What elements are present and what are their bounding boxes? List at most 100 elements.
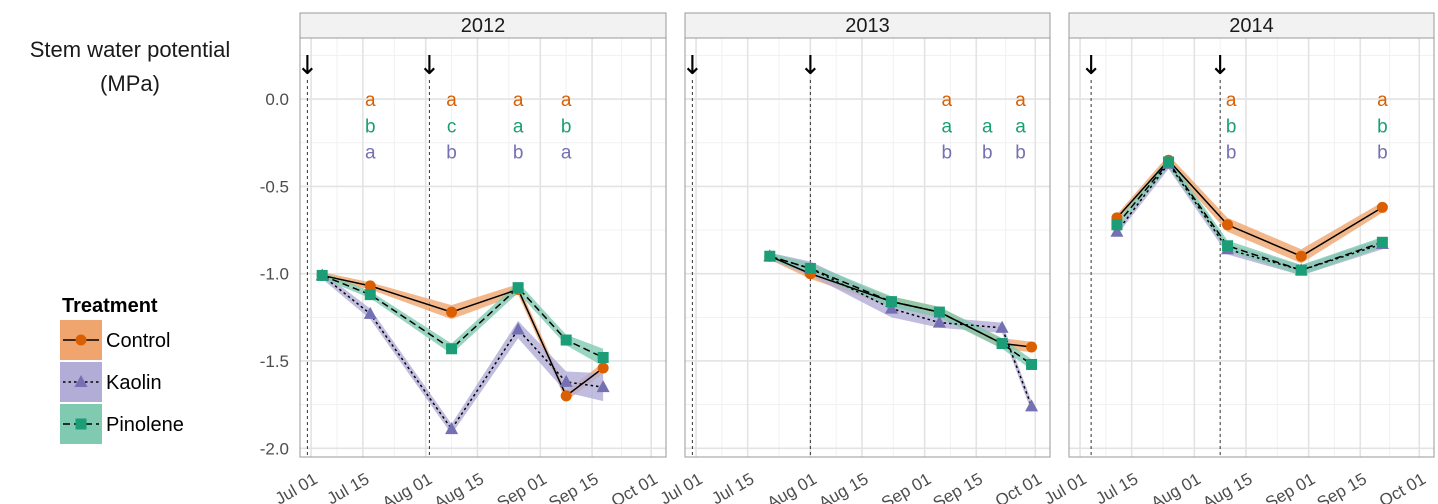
data-point-pinolene — [764, 250, 776, 262]
data-point-pinolene — [597, 351, 609, 363]
facet-strip-label: 2013 — [845, 15, 890, 37]
data-point-pinolene — [1111, 219, 1123, 231]
x-tick-label: Jul 15 — [324, 469, 373, 504]
legend-marker-kaolin — [74, 375, 88, 387]
data-point-kaolin — [511, 322, 525, 335]
significance-letter: b — [1226, 142, 1237, 163]
data-point-kaolin — [884, 301, 898, 314]
down-arrow-icon: ↓ — [1209, 51, 1231, 81]
significance-letter: a — [446, 90, 457, 111]
x-tick-label: Oct 01 — [992, 469, 1045, 504]
panel-border — [1068, 37, 1435, 458]
data-point-pinolene — [1376, 236, 1388, 248]
data-point-pinolene — [316, 269, 328, 281]
significance-letter: a — [941, 90, 952, 111]
significance-letter: a — [982, 116, 993, 137]
legend-label-kaolin: Kaolin — [106, 372, 162, 394]
legend-label-pinolene: Pinolene — [106, 414, 184, 436]
x-tick-label: Aug 01 — [379, 469, 435, 504]
x-tick-label: Sep 15 — [546, 469, 602, 504]
series-line-pinolene — [1116, 160, 1383, 271]
x-tick-label: Oct 01 — [608, 469, 661, 504]
down-arrow-icon: ↓ — [681, 51, 703, 81]
significance-letter: a — [1015, 116, 1026, 137]
panel-border — [684, 37, 1051, 458]
x-tick-label: Jul 01 — [1041, 469, 1090, 504]
legend: Treatment Control Kaolin Pinolene — [60, 295, 184, 444]
x-tick-label: Jul 15 — [709, 469, 758, 504]
significance-letter: a — [513, 116, 524, 137]
significance-letter: a — [1377, 90, 1388, 111]
data-point-control — [446, 306, 458, 318]
data-point-pinolene — [1295, 264, 1307, 276]
data-point-pinolene — [446, 343, 458, 355]
facet-strip — [684, 12, 1051, 39]
data-point-control — [364, 280, 376, 292]
facet-strip-label: 2014 — [1229, 15, 1274, 37]
data-point-pinolene — [560, 334, 572, 346]
data-point-kaolin — [1110, 224, 1124, 237]
down-arrow-icon: ↓ — [799, 51, 821, 81]
data-point-pinolene — [512, 282, 524, 294]
significance-letter: a — [513, 90, 524, 111]
down-arrow-icon: ↓ — [296, 51, 318, 81]
x-tick-label: Aug 15 — [815, 469, 871, 504]
series-line-kaolin — [321, 274, 604, 431]
significance-letter: c — [447, 116, 457, 137]
data-point-pinolene — [933, 306, 945, 318]
data-point-control — [597, 362, 609, 374]
x-tick-label: Sep 15 — [1314, 469, 1370, 504]
significance-letter: a — [365, 142, 376, 163]
y-tick-label: -1.0 — [260, 265, 289, 284]
significance-letter: b — [941, 142, 952, 163]
data-point-pinolene — [1222, 240, 1234, 252]
legend-title: Treatment — [62, 295, 158, 317]
data-point-control — [1295, 250, 1307, 262]
data-point-kaolin — [1025, 399, 1039, 412]
x-tick-label: Jul 15 — [1093, 469, 1142, 504]
significance-letter: b — [1377, 142, 1388, 163]
data-point-pinolene — [996, 338, 1008, 350]
data-point-pinolene — [364, 289, 376, 301]
x-tick-label: Sep 15 — [930, 469, 986, 504]
panel-background — [300, 38, 666, 457]
down-arrow-icon: ↓ — [1080, 51, 1102, 81]
significance-letter: b — [513, 142, 524, 163]
y-tick-label: -1.5 — [260, 352, 289, 371]
data-point-pinolene — [885, 296, 897, 308]
x-tick-label: Aug 01 — [764, 469, 820, 504]
data-point-kaolin — [995, 320, 1009, 333]
legend-marker-pinolene — [75, 418, 87, 430]
y-tick-label: 0.0 — [265, 90, 289, 109]
data-point-kaolin — [932, 315, 946, 328]
x-tick-label: Oct 01 — [1376, 469, 1429, 504]
y-tick-label: -2.0 — [260, 439, 289, 458]
facet-strip — [299, 12, 667, 39]
y-tick-label: -0.5 — [260, 177, 289, 196]
x-tick-label: Sep 01 — [878, 469, 934, 504]
significance-letter: a — [1015, 90, 1026, 111]
data-point-control — [560, 390, 572, 402]
confidence-band-pinolene — [322, 271, 604, 367]
x-tick-label: Sep 01 — [1262, 469, 1318, 504]
data-point-control — [1222, 219, 1234, 231]
data-point-control — [1376, 201, 1388, 213]
x-tick-label: Jul 01 — [272, 469, 321, 504]
data-point-kaolin — [559, 374, 573, 387]
significance-letter: b — [365, 116, 376, 137]
down-arrow-icon: ↓ — [418, 51, 440, 81]
x-tick-label: Jul 01 — [657, 469, 706, 504]
significance-letter: b — [446, 142, 457, 163]
legend-label-control: Control — [106, 330, 170, 352]
significance-letter: a — [1226, 90, 1237, 111]
data-point-pinolene — [1163, 156, 1175, 168]
data-point-kaolin — [445, 422, 459, 435]
significance-letter: a — [365, 90, 376, 111]
data-point-pinolene — [1026, 358, 1038, 370]
significance-letter: a — [561, 90, 572, 111]
x-tick-label: Sep 01 — [494, 469, 550, 504]
